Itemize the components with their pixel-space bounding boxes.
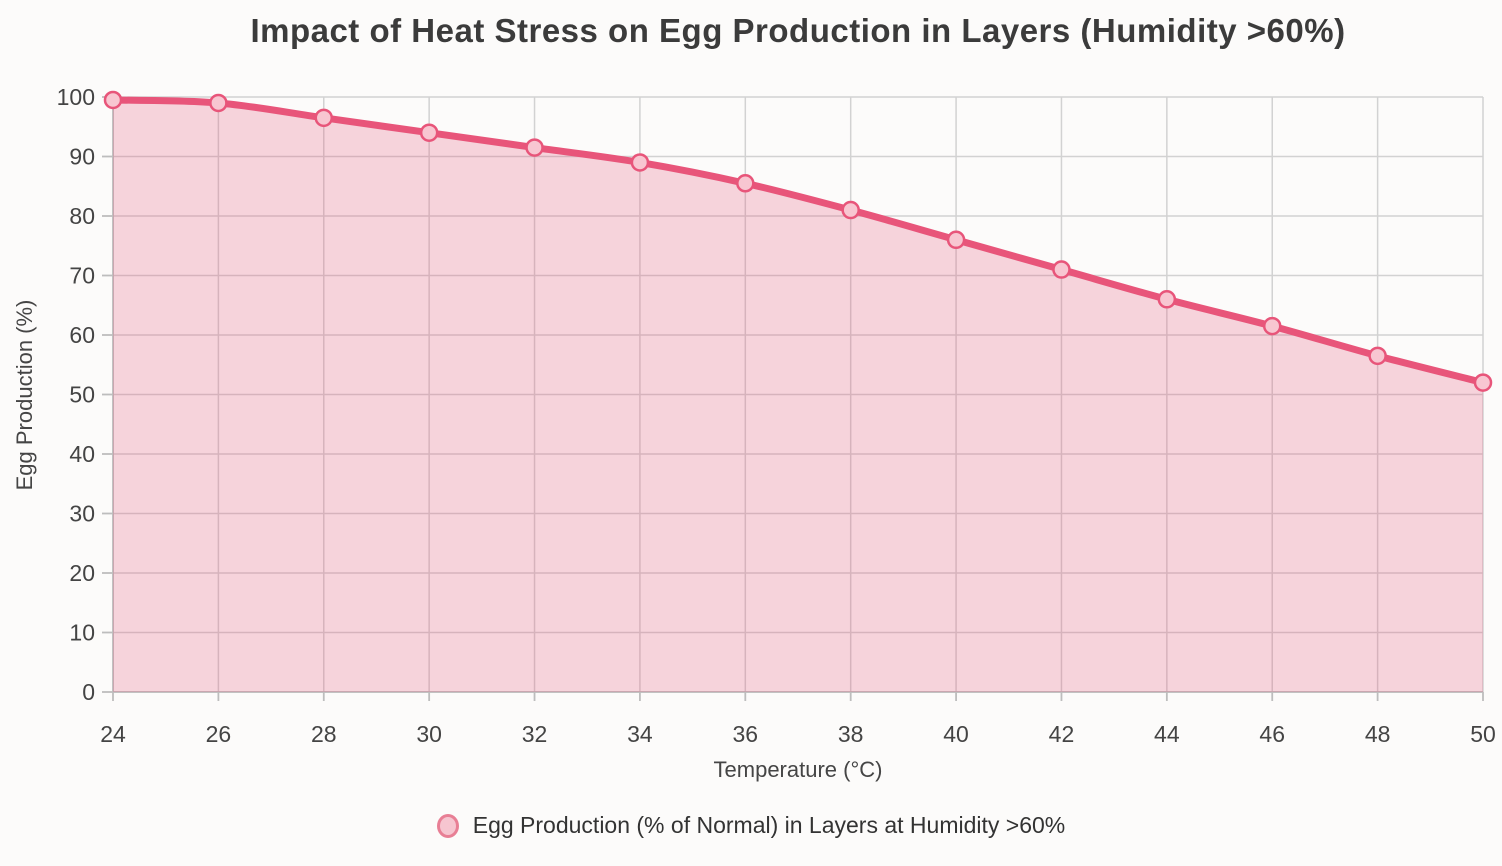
- line-chart-plot: 24 26 28 30 32 34 36 38 40 42 44 46 48 50 0 10 20 30 40 50 6…: [57, 84, 1496, 747]
- y-tick-label: 70: [69, 263, 95, 289]
- y-tick-label: 40: [69, 441, 95, 467]
- x-tick-label: 40: [943, 721, 969, 747]
- y-axis-title: Egg Production (%): [12, 299, 37, 491]
- x-tick-label: 50: [1470, 721, 1496, 747]
- data-point-marker: [841, 200, 860, 220]
- legend-label: Egg Production (% of Normal) in Layers a…: [472, 812, 1066, 838]
- x-tick-label: 48: [1365, 721, 1391, 747]
- data-point-marker: [630, 153, 650, 172]
- x-tick-label: 42: [1049, 721, 1075, 747]
- y-tick-label: 20: [69, 560, 95, 586]
- y-tick-label: 30: [69, 501, 95, 527]
- data-point-marker: [946, 230, 966, 250]
- x-tick-label: 38: [838, 721, 864, 747]
- y-tick-label: 100: [57, 84, 95, 110]
- data-point-marker: [525, 138, 544, 157]
- data-point-marker: [1473, 373, 1493, 392]
- x-tick-label: 46: [1259, 721, 1285, 747]
- x-tick-label: 24: [100, 721, 126, 747]
- data-point-marker: [209, 93, 228, 113]
- y-tick-label: 0: [82, 679, 95, 705]
- data-point-marker: [1368, 346, 1387, 366]
- chart-title: Impact of Heat Stress on Egg Production …: [250, 12, 1346, 49]
- y-tick-label: 80: [69, 203, 95, 229]
- data-point-marker: [103, 90, 123, 110]
- data-point-marker: [1052, 260, 1071, 279]
- data-point-marker: [419, 123, 439, 142]
- x-tick-label: 26: [206, 721, 232, 747]
- data-point-marker: [736, 174, 755, 193]
- x-tick-label: 28: [311, 721, 337, 747]
- y-tick-label: 90: [69, 144, 95, 170]
- x-tick-label: 30: [416, 721, 442, 747]
- x-tick-label: 44: [1154, 721, 1180, 747]
- chart-legend: Egg Production (% of Normal) in Layers a…: [0, 812, 1502, 839]
- legend-marker-icon: [436, 813, 459, 838]
- data-point-marker: [314, 108, 334, 128]
- y-tick-label: 60: [69, 322, 95, 348]
- x-axis-title: Temperature (°C): [713, 757, 883, 782]
- data-point-marker: [1262, 316, 1282, 336]
- x-tick-label: 36: [733, 721, 759, 747]
- data-point-marker: [1157, 290, 1177, 309]
- x-tick-label: 32: [522, 721, 548, 747]
- series-area-fill: [113, 99, 1483, 693]
- y-tick-label: 10: [69, 620, 95, 646]
- series-line: [109, 96, 1487, 387]
- x-tick-label: 34: [627, 721, 653, 747]
- y-tick-label: 50: [69, 382, 95, 408]
